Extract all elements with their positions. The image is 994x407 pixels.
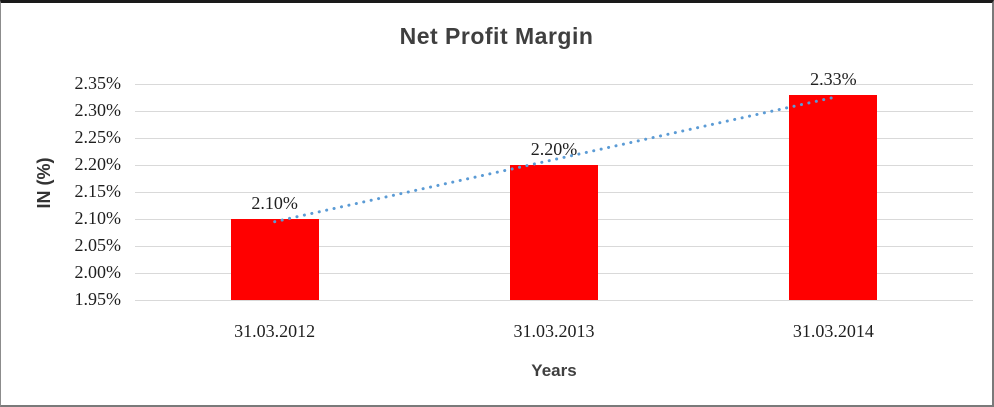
chart-title: Net Profit Margin — [399, 23, 594, 49]
y-tick-label: 2.20% — [74, 154, 122, 174]
x-tick-label: 31.03.2014 — [792, 321, 874, 341]
bar-31.03.2013 — [510, 165, 598, 300]
gridline — [135, 83, 973, 85]
x-tick-label: 31.03.2013 — [513, 321, 595, 341]
y-tick-label: 2.35% — [74, 73, 122, 93]
x-tick-label: 31.03.2012 — [234, 321, 316, 341]
y-tick-label: 2.05% — [74, 235, 122, 255]
y-tick-label: 2.30% — [74, 100, 122, 120]
plot-area: 2.10% 2.20% 2.33% — [135, 69, 973, 301]
y-tick-label: 2.10% — [74, 208, 122, 228]
gridline — [135, 299, 973, 301]
bar-31.03.2014 — [789, 94, 878, 300]
y-tick-label: 1.95% — [74, 289, 122, 309]
bar-data-label: 2.20% — [530, 139, 578, 159]
x-axis-title: Years — [531, 361, 577, 380]
y-axis-tick-labels: 1.95% 2.00% 2.05% 2.10% 2.15% 2.20% 2.25% 2.30%… — [1, 73, 122, 309]
y-tick-label: 2.25% — [74, 127, 122, 147]
bar-data-label: 2.33% — [810, 68, 857, 89]
y-tick-label: 2.15% — [74, 181, 122, 201]
bar-31.03.2012 — [230, 219, 319, 300]
x-axis-tick-labels: 31.03.2012 31.03.2013 31.03.2014 — [135, 321, 973, 345]
y-tick-label: 2.00% — [74, 262, 122, 282]
bar-data-label: 2.10% — [251, 193, 298, 213]
